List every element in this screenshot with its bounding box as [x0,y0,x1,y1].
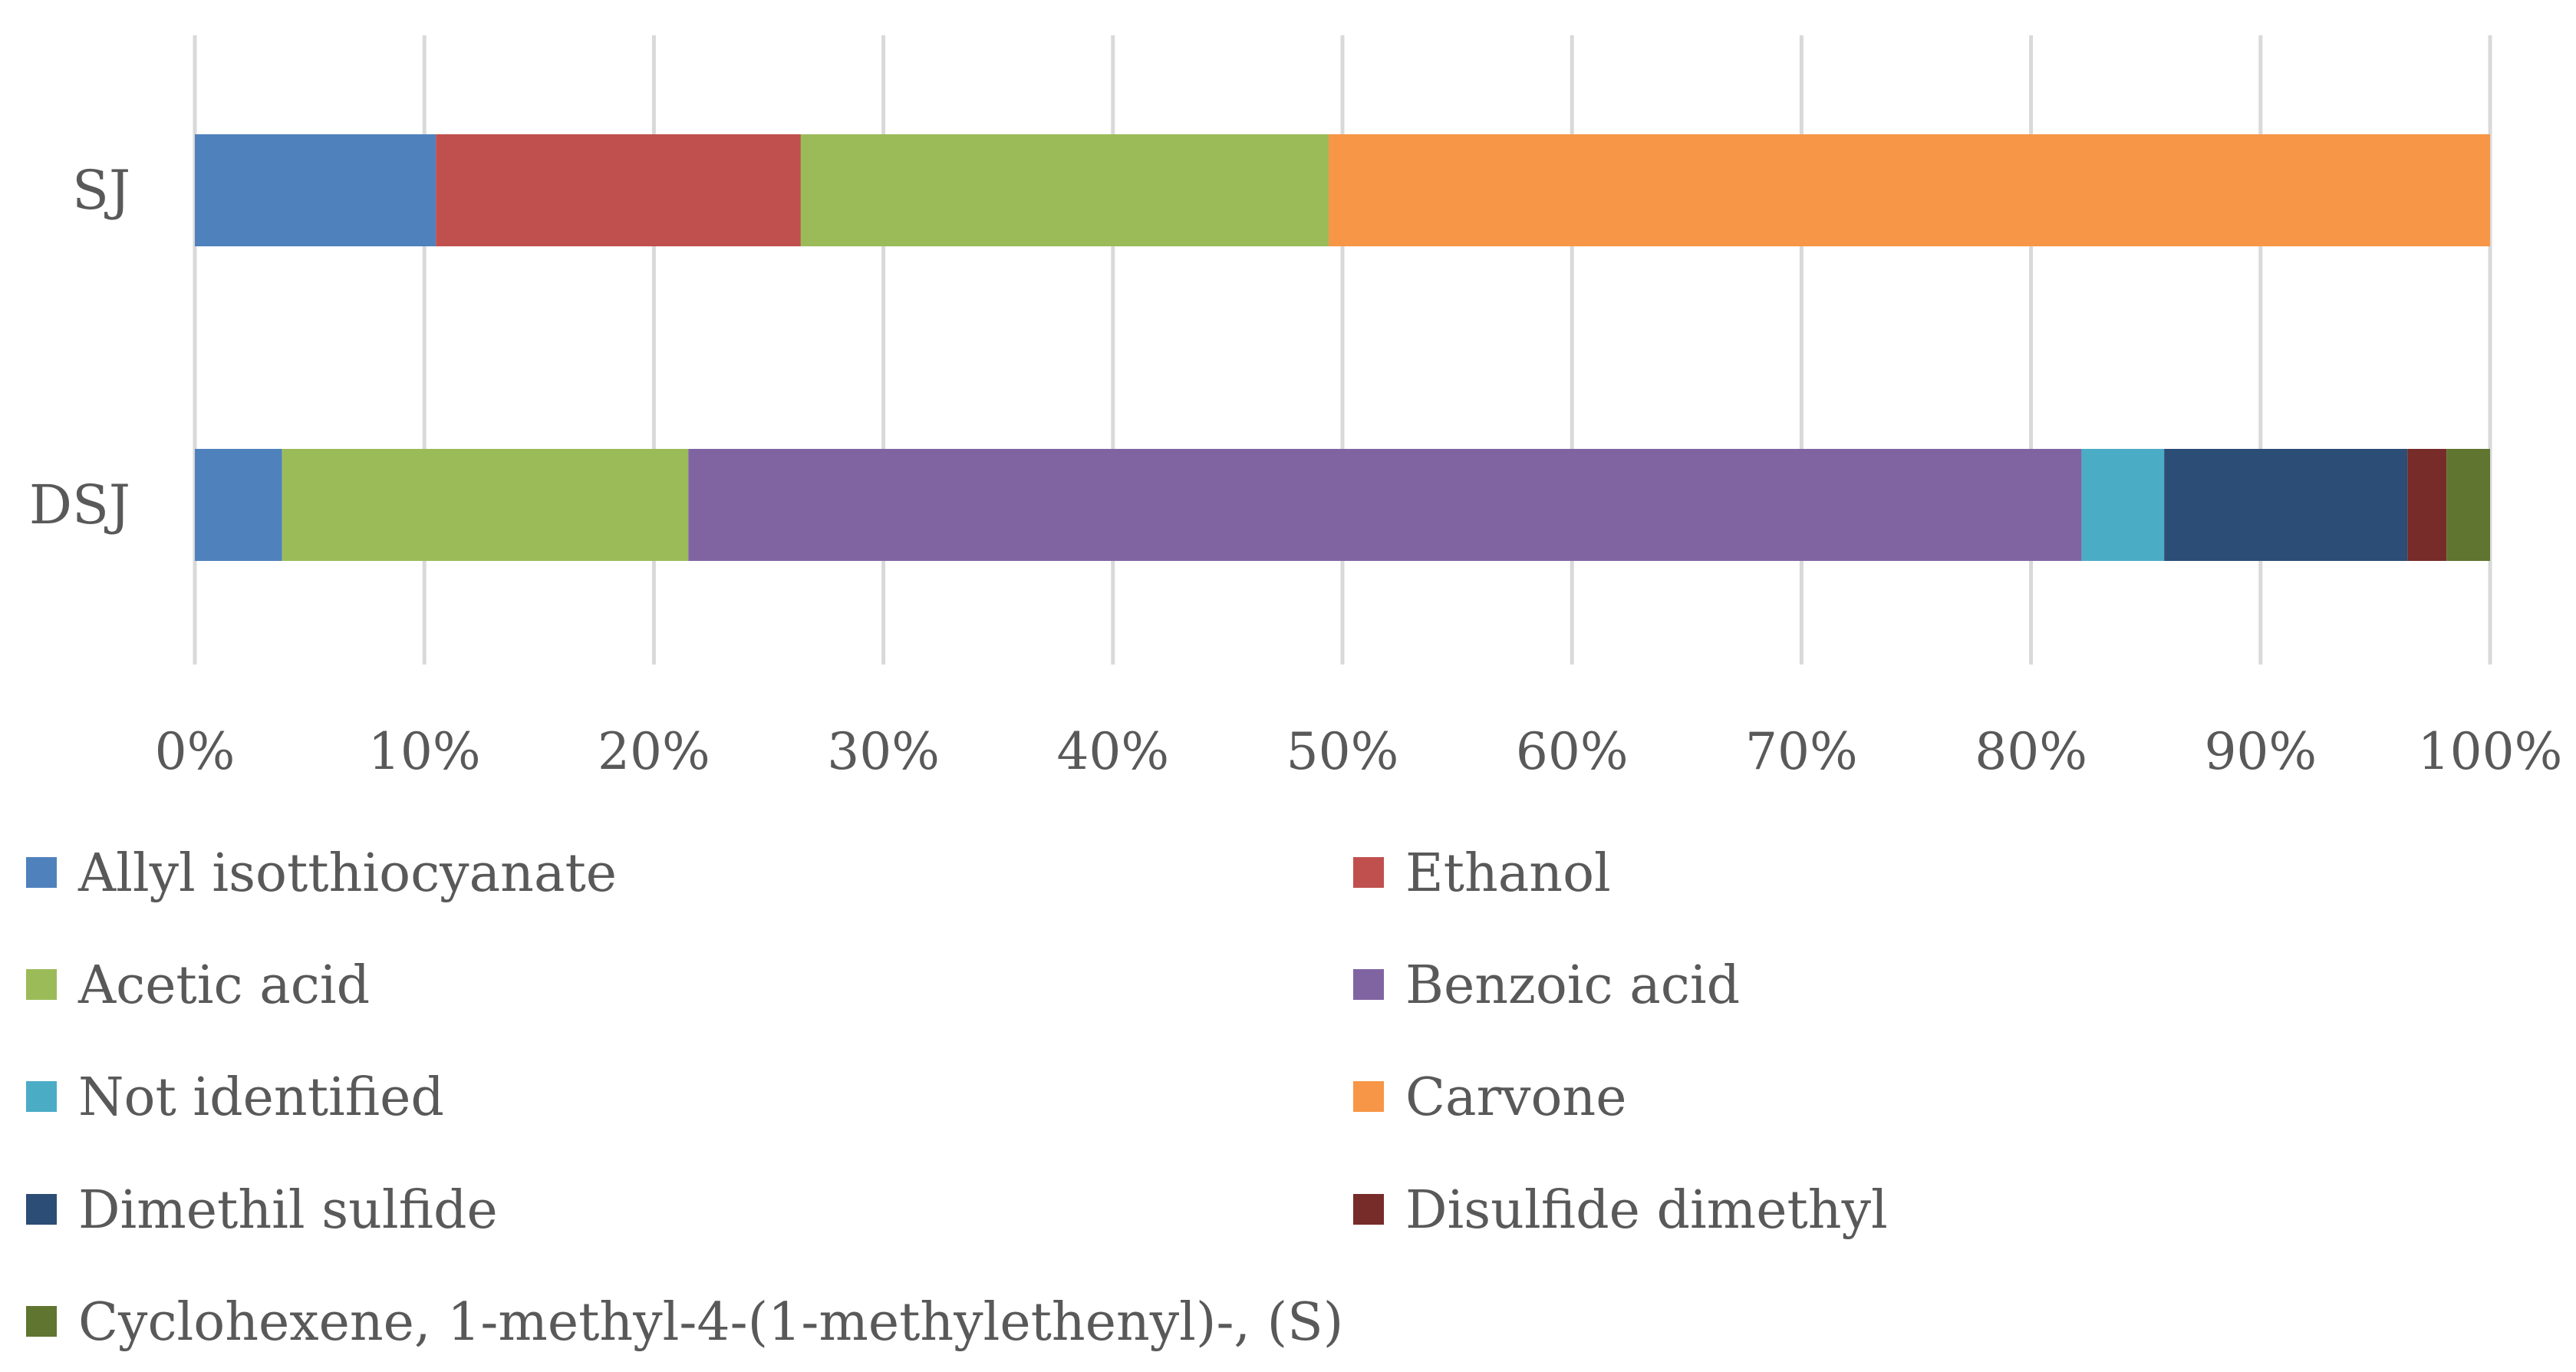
x-axis-tick-labels: 0% 10% 20% 30% 40% 50% 60% 70% 80% 90% 100% [155,722,2563,781]
bar-segment [2446,449,2490,561]
legend-swatch [26,1194,57,1225]
legend-label: Ethanol [1405,843,1611,904]
legend-entry: Disulfide dimethyl [1353,1180,1888,1241]
x-tick-label: 100% [2418,722,2563,781]
legend-swatch [1353,1194,1384,1225]
legend-label: Not identified [78,1067,444,1128]
legend-entry: Benzoic acid [1353,955,1740,1016]
category-label: SJ [72,159,130,222]
x-tick-label: 10% [368,722,481,781]
legend-swatch [1353,857,1384,888]
legend-swatch [1353,969,1384,1000]
bars [195,134,2490,561]
legend-swatch [26,1306,57,1337]
legend: Allyl isotthiocyanate Ethanol Acetic acid B… [26,843,1888,1353]
legend-swatch [1353,1081,1384,1112]
bar-segment [800,134,1329,246]
bar-segment [1329,134,2490,246]
bar-segment [2407,449,2447,561]
x-tick-label: 40% [1056,722,1169,781]
x-tick-label: 0% [155,722,236,781]
legend-entry: Acetic acid [26,955,370,1016]
legend-entry: Allyl isotthiocyanate [26,843,617,904]
legend-label: Dimethil sulfide [78,1180,498,1241]
legend-label: Benzoic acid [1405,955,1740,1016]
y-axis-category-labels: SJ DSJ [29,159,130,536]
legend-entry: Carvone [1353,1067,1626,1128]
x-tick-label: 50% [1286,722,1399,781]
legend-entry: Cyclohexene, 1-methyl-4-(1-methylethenyl… [26,1292,1343,1353]
x-tick-label: 60% [1516,722,1629,781]
legend-swatch [26,969,57,1000]
legend-entry: Ethanol [1353,843,1611,904]
x-tick-label: 80% [1975,722,2087,781]
bar-segment [195,449,282,561]
legend-label: Cyclohexene, 1-methyl-4-(1-methylethenyl… [78,1292,1343,1353]
bar-segment [2164,449,2408,561]
bar-segment [282,449,689,561]
legend-label: Allyl isotthiocyanate [77,843,617,904]
bar-segment [688,449,2082,561]
gridlines [193,35,2492,665]
category-label: DSJ [29,473,130,536]
legend-entry: Dimethil sulfide [26,1180,498,1241]
legend-entry: Not identified [26,1067,444,1128]
legend-swatch [26,1081,57,1112]
x-tick-label: 70% [1745,722,1858,781]
legend-swatch [26,857,57,888]
x-tick-label: 90% [2204,722,2317,781]
bar-segment [436,134,801,246]
x-tick-label: 20% [598,722,710,781]
legend-label: Carvone [1405,1067,1626,1128]
bar-segment [195,134,436,246]
x-tick-label: 30% [827,722,940,781]
legend-label: Acetic acid [77,955,370,1016]
legend-label: Disulfide dimethyl [1405,1180,1888,1241]
bar-segment [2081,449,2165,561]
